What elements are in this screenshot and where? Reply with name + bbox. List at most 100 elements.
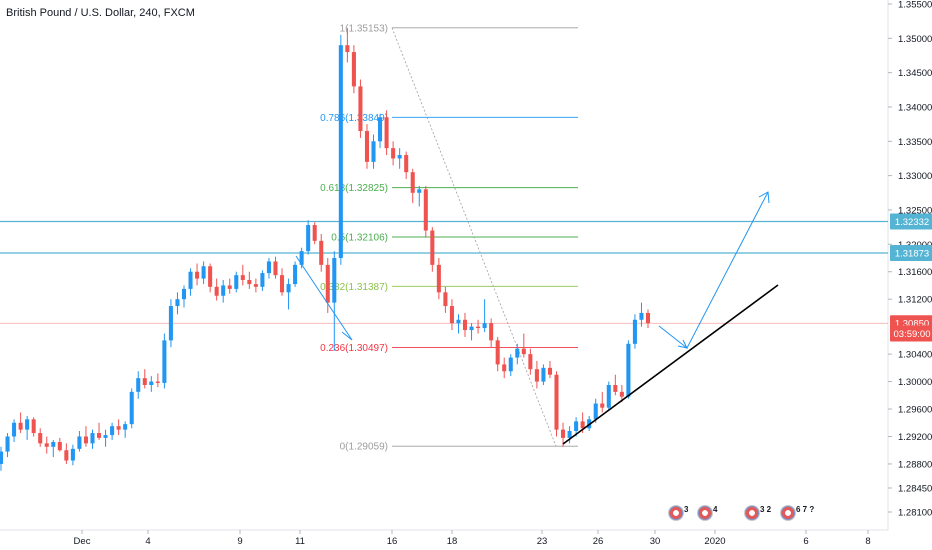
candle-body (168, 306, 173, 341)
candle-body (214, 286, 219, 296)
event-count: 6 7 ? (796, 505, 815, 514)
time-tick-label: 11 (295, 536, 305, 547)
price-tick-label: 1.33000 (898, 171, 932, 182)
candle-body (155, 381, 160, 383)
candle-body (541, 367, 546, 382)
candle-body (397, 155, 402, 159)
candle-body (51, 441, 56, 447)
candle-body (234, 275, 239, 289)
candle-body (384, 117, 389, 149)
candle-body (142, 378, 147, 385)
economic-event-marker[interactable]: 3 2 (744, 505, 771, 521)
economic-event-marker[interactable]: 6 7 ? (780, 505, 814, 521)
candle-body (90, 433, 95, 444)
candle-body (149, 381, 154, 385)
candle-body (358, 86, 363, 131)
fib-trend-line (391, 27, 557, 447)
fib-level-label: 0.5(1.32106) (331, 232, 388, 243)
candle-body (195, 271, 200, 279)
fib-level-label: 1(1.35153) (340, 23, 388, 34)
projection-arrow-head (758, 191, 770, 204)
chart-title: British Pound / U.S. Dollar, 240, FXCM (6, 7, 195, 19)
candle-body (378, 117, 383, 142)
price-tick-label: 1.34000 (898, 102, 932, 113)
candle-body (83, 436, 88, 444)
candle-body (521, 348, 526, 355)
candle-body (201, 266, 206, 279)
candle-body (554, 374, 559, 430)
candle-body (462, 319, 468, 331)
candle-body (449, 306, 454, 324)
fib-level-label: 0.236(1.30497) (320, 343, 388, 354)
candle-body (18, 422, 23, 430)
candle-body (123, 424, 128, 430)
time-tick-label: 18 (447, 536, 458, 547)
price-tick-label: 1.29200 (898, 432, 932, 443)
candle-body (593, 403, 598, 420)
candle-body (312, 225, 317, 241)
event-count: 3 (684, 505, 689, 514)
candle-body (515, 348, 520, 358)
time-tick-label: 6 (803, 536, 808, 547)
candle-body (645, 312, 651, 324)
candle-body (221, 285, 226, 296)
candle-body (260, 273, 265, 287)
price-tick-label: 1.28450 (898, 483, 932, 494)
price-tag-label: 1.32332 (895, 217, 929, 228)
price-tag-background (890, 213, 932, 230)
candle-body (502, 364, 507, 372)
candle-body (613, 385, 618, 392)
candle-body (0, 451, 4, 464)
candle-body (632, 319, 637, 344)
us-flag-icon (744, 505, 760, 521)
candle-body (430, 230, 435, 265)
candle-body (351, 52, 356, 87)
price-tick-label: 1.32500 (898, 205, 932, 216)
candle-body (319, 240, 324, 265)
time-tick-label: 23 (537, 536, 548, 547)
time-tick-label: 16 (387, 536, 398, 547)
price-tag-label: 1.30850 (895, 319, 929, 330)
us-flag-icon (780, 505, 796, 521)
candle-body (253, 284, 258, 287)
price-tick-label: 1.29600 (898, 405, 932, 416)
candle-body (580, 421, 585, 429)
candle-body (110, 426, 115, 436)
candle-body (286, 284, 291, 293)
candle-body (476, 326, 481, 329)
candle-body (456, 319, 461, 324)
economic-event-marker[interactable]: 3 (668, 505, 688, 521)
price-tick-label: 1.31600 (898, 267, 932, 278)
price-tick-label: 1.33500 (898, 137, 932, 148)
economic-event-marker[interactable]: 4 (697, 505, 717, 521)
candle-body (371, 141, 376, 162)
candle-body (574, 421, 579, 431)
trend-line (562, 284, 779, 445)
candle-body (364, 131, 370, 162)
price-tick-label: 1.30000 (898, 377, 932, 388)
candle-body (247, 279, 252, 285)
candle-body (266, 261, 271, 274)
price-tick-label: 1.28800 (898, 459, 932, 470)
price-tag-background (890, 244, 932, 261)
candle-body (639, 312, 644, 320)
candle-body (325, 264, 330, 303)
candle-body (508, 357, 513, 372)
candle-body (489, 323, 494, 341)
price-tick-label: 1.30400 (898, 350, 932, 361)
time-tick-label: 4 (145, 536, 150, 547)
price-tick-label: 1.35500 (898, 0, 932, 11)
projection-arrow-left (295, 255, 353, 341)
price-tick-label: 1.28100 (898, 508, 932, 519)
candle-body (443, 292, 448, 307)
candle-body (64, 450, 69, 461)
us-flag-icon (668, 505, 684, 521)
candle-body (31, 419, 36, 434)
candle-body (436, 264, 441, 293)
time-tick-label: 8 (865, 536, 870, 547)
candle-body (97, 433, 102, 438)
fib-level-label: 0.382(1.31387) (320, 282, 388, 293)
candle-body (417, 189, 422, 193)
